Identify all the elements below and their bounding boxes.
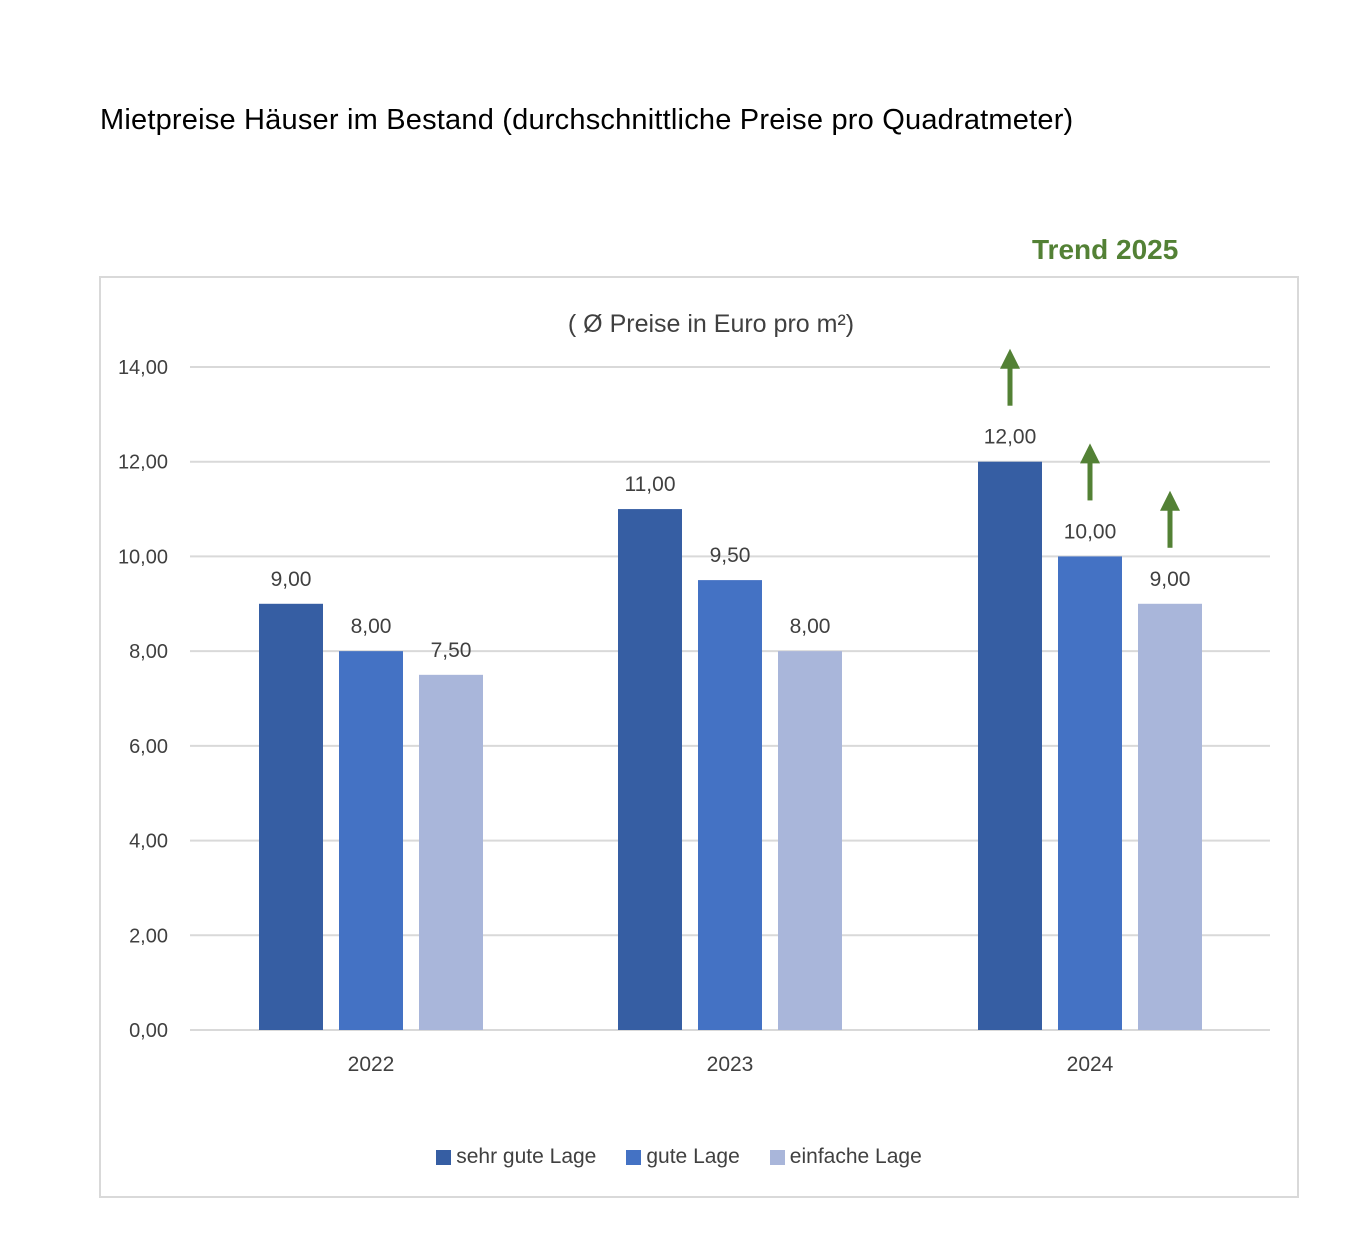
legend-label: sehr gute Lage <box>456 1145 597 1168</box>
chart-title: ( Ø Preise in Euro pro m²) <box>568 310 854 338</box>
bar <box>698 580 762 1030</box>
data-label: 10,00 <box>1064 520 1117 543</box>
legend-item: sehr gute Lage <box>436 1145 596 1169</box>
data-label: 8,00 <box>790 615 831 638</box>
legend-swatch <box>436 1149 452 1165</box>
data-label: 9,50 <box>710 544 751 567</box>
page-title: Mietpreise Häuser im Bestand (durchschni… <box>100 104 1074 136</box>
chart-frame <box>99 276 1299 1198</box>
data-label: 12,00 <box>984 426 1037 449</box>
bar <box>1058 556 1122 1030</box>
trend-up-arrow-icon <box>1000 348 1020 406</box>
data-label: 7,50 <box>431 639 472 662</box>
legend-label: gute Lage <box>646 1145 740 1168</box>
legend-swatch <box>769 1149 785 1165</box>
y-axis-tick-labels: 0,00 2,00 4,00 6,00 8,00 10,00 12,00 14,00 <box>118 357 168 1042</box>
legend-label: einfache Lage <box>789 1145 922 1168</box>
data-label: 11,00 <box>625 473 676 496</box>
y-tick-label: 8,00 <box>129 641 168 663</box>
y-tick-label: 10,00 <box>118 546 168 568</box>
bar <box>1138 603 1202 1030</box>
bar <box>419 674 483 1030</box>
bar <box>778 651 842 1030</box>
bar <box>339 651 403 1030</box>
bars <box>259 461 1202 1031</box>
trend-arrows <box>1000 348 1180 548</box>
data-label: 9,00 <box>271 568 312 591</box>
legend-item: einfache Lage <box>769 1145 922 1169</box>
y-tick-label: 6,00 <box>129 736 168 758</box>
legend-swatch <box>626 1149 642 1165</box>
y-tick-label: 0,00 <box>129 1020 168 1042</box>
data-labels: 9,00 11,00 12,00 8,00 9,50 10,00 7,50 8,00 9,00 <box>271 426 1191 662</box>
y-tick-label: 4,00 <box>129 831 168 853</box>
trend-up-arrow-icon <box>1160 490 1180 548</box>
bar <box>978 461 1042 1030</box>
trend-label: Trend 2025 <box>1032 234 1179 265</box>
trend-up-arrow-icon <box>1080 443 1100 501</box>
y-tick-label: 14,00 <box>118 357 168 379</box>
x-axis-tick-labels: 2022 2023 2024 <box>348 1053 1114 1076</box>
bar <box>259 603 323 1030</box>
x-tick-label: 2023 <box>707 1053 754 1076</box>
legend: sehr gute Lage gute Lage einfache Lage <box>0 1145 1348 1169</box>
bar <box>618 509 682 1031</box>
x-tick-label: 2024 <box>1067 1053 1114 1076</box>
data-label: 8,00 <box>351 615 392 638</box>
x-tick-label: 2022 <box>348 1053 395 1076</box>
legend-item: gute Lage <box>626 1145 740 1169</box>
data-label: 9,00 <box>1150 568 1191 591</box>
y-tick-label: 2,00 <box>129 925 168 947</box>
y-tick-label: 12,00 <box>118 452 168 474</box>
